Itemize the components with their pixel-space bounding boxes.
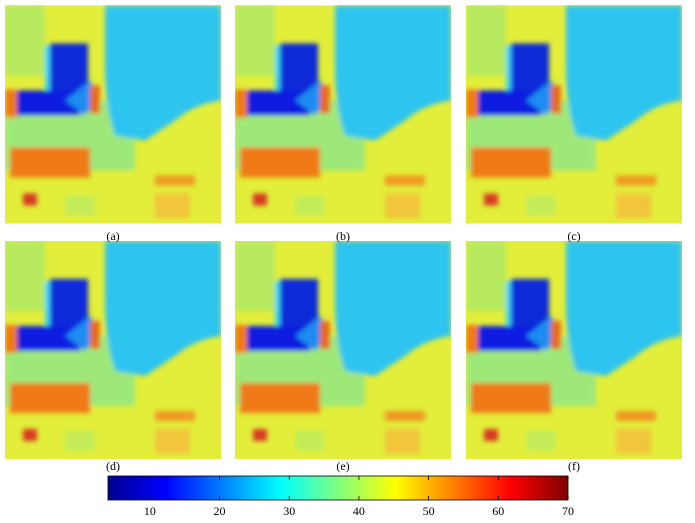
panel-image [5,241,221,459]
tick-label: 40 [353,504,365,518]
panel-label: (e) [336,459,349,473]
panel-image [466,6,682,224]
tick-label: 20 [214,504,226,518]
colorbar [107,475,569,501]
panel-image [466,241,682,459]
panel-label: (b) [336,229,350,243]
tick-label: 50 [423,504,435,518]
tick-label: 60 [492,504,504,518]
tick-label: 10 [144,504,156,518]
panel-label: (a) [106,229,119,243]
tick-label: 30 [283,504,295,518]
panel-label: (c) [567,229,580,243]
panel-label: (d) [106,459,120,473]
tick-label: 70 [562,504,574,518]
panel-image [235,6,451,224]
panel-label: (f) [568,459,580,473]
panel-image [235,241,451,459]
panel-image [5,6,221,224]
